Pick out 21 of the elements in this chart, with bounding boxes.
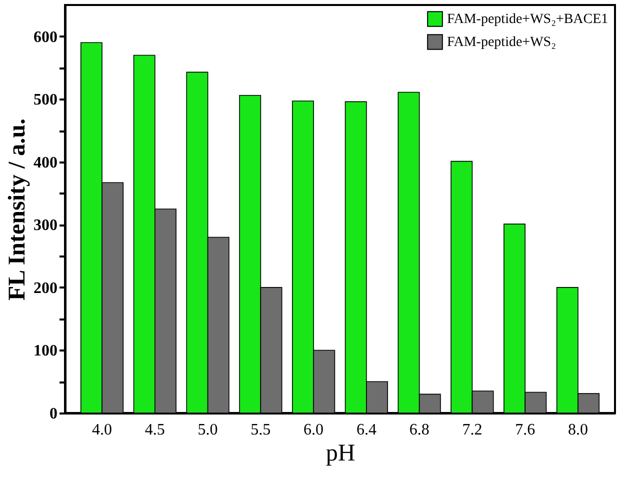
y-axis-title: FL Intensity / a.u. <box>4 118 30 301</box>
x-tick-label: 8.0 <box>568 422 588 438</box>
x-tick-label: 4.5 <box>144 422 165 438</box>
y-tick-label: 600 <box>34 28 58 46</box>
y-tick-label: 500 <box>34 92 58 109</box>
x-tick-label: 7.6 <box>515 422 536 438</box>
x-tick-label: 6.4 <box>356 422 376 438</box>
y-tick-label: 300 <box>34 217 58 234</box>
x-tick-label: 6.8 <box>409 422 430 438</box>
x-tick-label: 5.0 <box>198 422 218 438</box>
y-tick-label: 100 <box>34 342 58 360</box>
y-tick-label: 0 <box>50 406 58 422</box>
x-tick-label: 4.0 <box>92 422 112 438</box>
legend-label: FAM-peptide+WS₂+BACE1 <box>447 12 608 27</box>
x-tick-label: 5.5 <box>250 422 271 438</box>
y-tick-label: 400 <box>34 154 58 172</box>
x-tick-label: 7.2 <box>462 422 482 438</box>
x-tick-label: 6.0 <box>304 422 324 438</box>
y-tick-label: 200 <box>34 280 58 297</box>
legend-label: FAM-peptide+WS₂ <box>447 35 556 50</box>
x-axis-title: pH <box>326 440 356 466</box>
